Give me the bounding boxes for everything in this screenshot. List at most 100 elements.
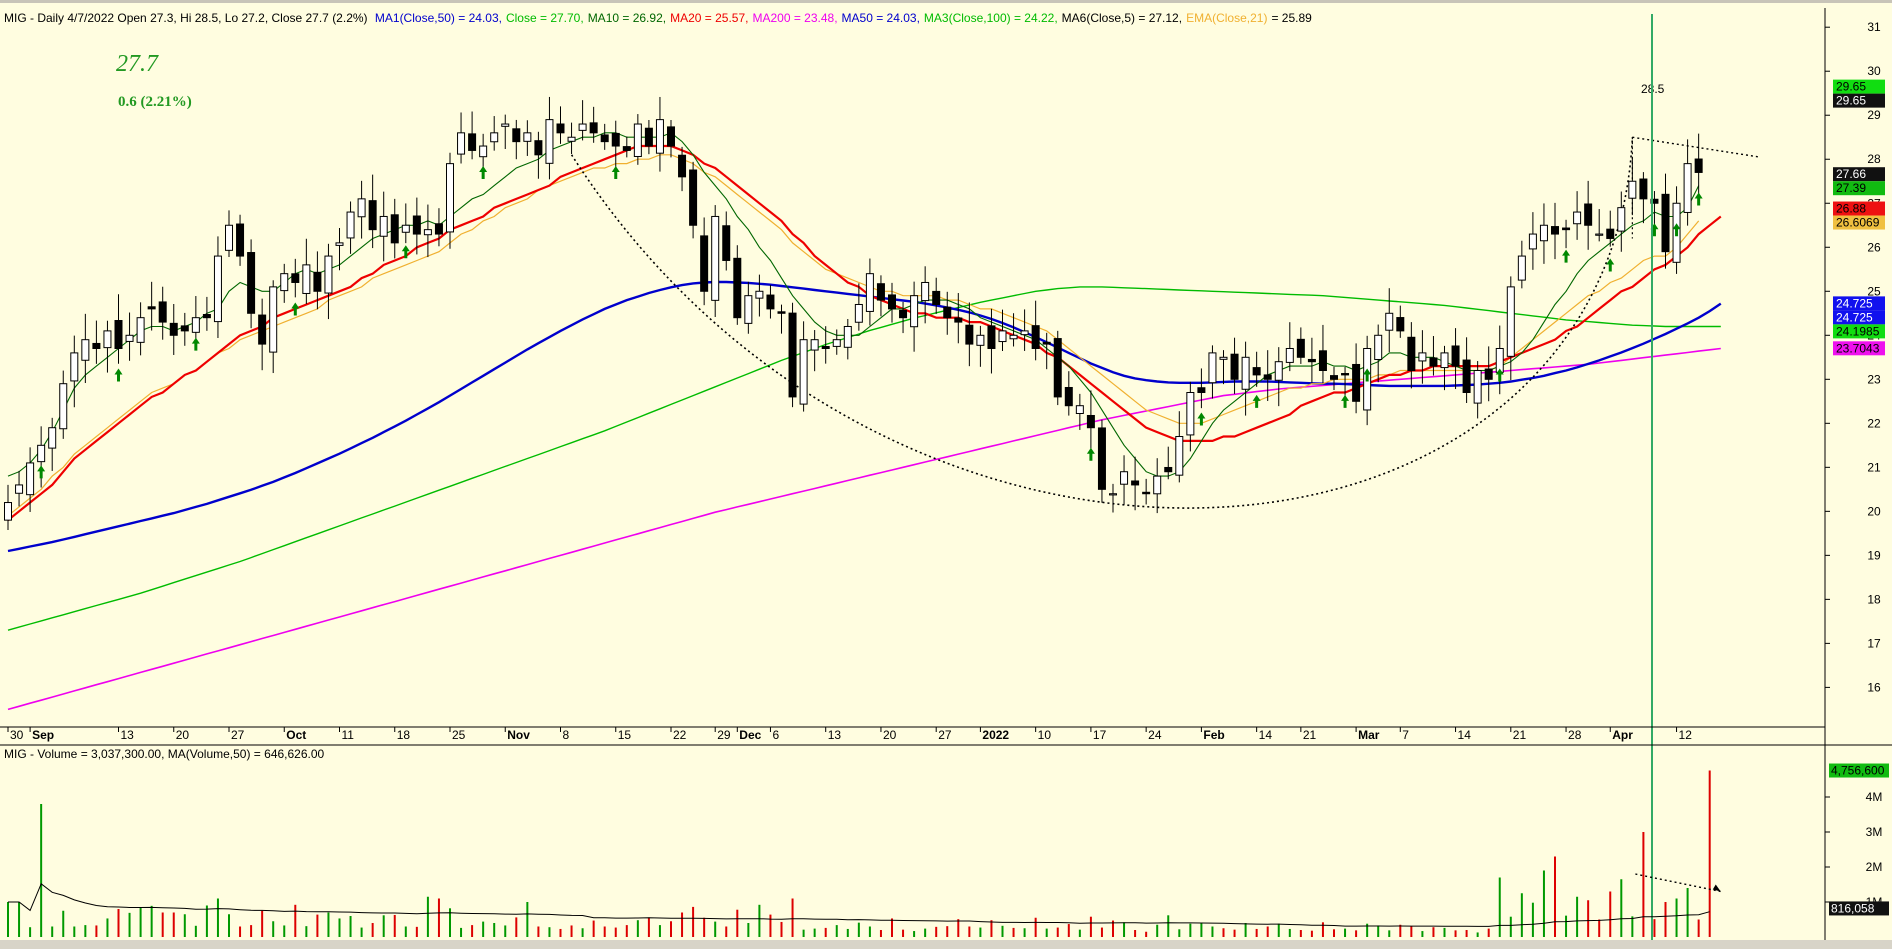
price-tick-label: 20 — [1867, 504, 1881, 518]
date-label: 6 — [772, 728, 779, 742]
candle-body — [722, 225, 731, 261]
price-panel[interactable]: MIG - Daily 4/7/2022 Open 27.3, Hi 28.5,… — [4, 11, 1760, 940]
candle-body — [1451, 345, 1460, 367]
candle-body — [1075, 405, 1084, 414]
up-arrow-icon — [1197, 412, 1206, 426]
candle-body — [1031, 325, 1040, 349]
price-tag — [1833, 167, 1885, 182]
candle-body — [810, 339, 819, 351]
candlestick-series — [4, 96, 1703, 531]
candle-body — [1528, 233, 1537, 250]
moving-average-lines — [7, 132, 1722, 711]
candle-body — [512, 128, 521, 143]
date-label: 18 — [397, 728, 411, 742]
candle-body — [678, 154, 687, 178]
date-label: 10 — [1038, 728, 1052, 742]
candle-body — [446, 163, 454, 233]
volume-header: MIG - Volume = 3,037,300.00, MA(Volume,5… — [4, 747, 325, 761]
candle-body — [1120, 471, 1129, 485]
sheet-tab-strip[interactable] — [0, 940, 1892, 949]
candle-body — [1109, 493, 1117, 496]
up-arrow-icon — [191, 337, 200, 351]
date-label: 11 — [342, 728, 355, 742]
price-tag — [1833, 215, 1885, 230]
series-line-ma50 — [7, 280, 1722, 553]
candle-body — [202, 314, 211, 319]
price-tag — [1833, 296, 1885, 311]
candle-body — [888, 294, 896, 310]
up-arrow-icon — [401, 245, 410, 259]
candle-body — [1318, 350, 1327, 371]
candle-body — [324, 255, 333, 294]
candle-body — [1484, 368, 1493, 380]
volume-tag — [1829, 901, 1889, 916]
candle-body — [1396, 317, 1405, 332]
candle-body — [567, 136, 576, 142]
price-tick-label: 16 — [1867, 680, 1881, 694]
candle-body — [523, 132, 532, 142]
price-tag — [1833, 201, 1885, 216]
candle-body — [225, 224, 233, 251]
candle-body — [70, 352, 79, 382]
date-label: Nov — [507, 728, 530, 742]
up-arrow-icon — [1694, 192, 1703, 206]
candle-body — [1650, 198, 1659, 204]
date-label: 20 — [176, 728, 190, 742]
price-tick-label: 31 — [1867, 20, 1881, 34]
date-label: 2022 — [982, 728, 1009, 742]
date-label: 15 — [618, 728, 632, 742]
candle-body — [1274, 361, 1283, 381]
up-arrow-icon — [37, 465, 46, 479]
candle-body — [15, 484, 24, 494]
candle-body — [1009, 334, 1018, 340]
candle-body — [556, 123, 565, 134]
candle-body — [457, 132, 466, 155]
price-tag-label: 24.1985 — [1836, 324, 1880, 338]
candle-body — [700, 235, 709, 292]
candle-body — [843, 325, 852, 348]
price-tick-label: 18 — [1867, 592, 1881, 606]
candle-body — [247, 252, 256, 314]
candle-body — [1153, 475, 1162, 495]
candle-body — [667, 126, 675, 147]
price-tag — [1833, 310, 1885, 325]
date-label: 13 — [121, 728, 135, 742]
series-line-ma10 — [7, 132, 1700, 477]
candle-body — [1606, 228, 1615, 239]
price-tick-label: 28 — [1867, 152, 1881, 166]
window-top-strip — [0, 0, 1892, 3]
up-arrow-icon — [611, 166, 620, 180]
candle-body — [1551, 226, 1559, 235]
candle-body — [1628, 180, 1637, 199]
up-arrow-icon — [1606, 258, 1615, 272]
candle-body — [213, 255, 222, 323]
price-tick-label: 21 — [1867, 460, 1881, 474]
candle-body — [1164, 466, 1173, 473]
candle-body — [468, 133, 477, 151]
candle-body — [1462, 359, 1471, 394]
candle-body — [1307, 358, 1316, 363]
candle-body — [501, 123, 510, 127]
price-axis[interactable]: 1617181920212223242526272829303129.6529.… — [1825, 20, 1885, 694]
price-tag-label: 29.65 — [1836, 94, 1866, 108]
candle-body — [236, 223, 245, 257]
price-change: 0.6 (2.21%) — [118, 94, 192, 110]
candle-body — [1296, 338, 1305, 358]
date-label: 12 — [1679, 728, 1693, 742]
volume-tag — [1829, 763, 1889, 778]
candle-body — [622, 146, 631, 151]
date-label: 8 — [563, 728, 570, 742]
date-label: 20 — [883, 728, 897, 742]
candle-body — [711, 215, 720, 301]
candle-body — [4, 502, 12, 521]
candle-body — [821, 346, 830, 349]
candle-body — [26, 462, 35, 496]
price-tag — [1833, 324, 1885, 339]
up-arrow-icon — [1495, 368, 1504, 382]
candle-body — [578, 123, 587, 131]
candle-body — [832, 339, 841, 347]
candle-body — [1263, 374, 1272, 380]
volume-tick-label: 2M — [1866, 860, 1883, 874]
